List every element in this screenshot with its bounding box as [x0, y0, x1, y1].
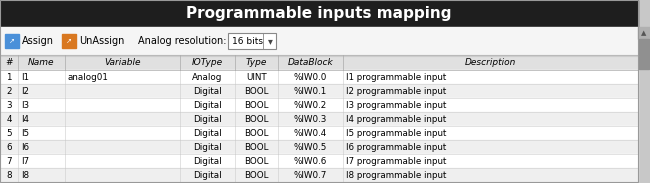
- Text: #: #: [5, 58, 13, 67]
- Text: Type: Type: [246, 58, 267, 67]
- Text: 4: 4: [6, 115, 12, 124]
- Text: I4 programmable input: I4 programmable input: [346, 115, 447, 124]
- Text: UnAssign: UnAssign: [79, 36, 124, 46]
- Text: Assign: Assign: [22, 36, 54, 46]
- Text: analog01: analog01: [68, 72, 109, 81]
- Bar: [0, 27, 638, 55]
- Bar: [0, 154, 638, 168]
- Text: 8: 8: [6, 171, 12, 180]
- Text: Description: Description: [465, 58, 516, 67]
- Text: I8 programmable input: I8 programmable input: [346, 171, 447, 180]
- Text: BOOL: BOOL: [244, 100, 268, 109]
- Bar: [0, 84, 638, 98]
- Text: I5: I5: [21, 128, 29, 137]
- Bar: [638, 0, 650, 183]
- Bar: [0, 112, 638, 126]
- Bar: [0, 168, 638, 182]
- Text: Digital: Digital: [193, 100, 222, 109]
- Text: ▲: ▲: [642, 30, 647, 36]
- Bar: [0, 98, 638, 112]
- Text: I4: I4: [21, 115, 29, 124]
- Text: BOOL: BOOL: [244, 115, 268, 124]
- Text: I5 programmable input: I5 programmable input: [346, 128, 447, 137]
- Text: ▾: ▾: [268, 36, 272, 46]
- Text: %IW0.4: %IW0.4: [294, 128, 327, 137]
- Text: %IW0.6: %IW0.6: [294, 156, 327, 165]
- Text: I7: I7: [21, 156, 29, 165]
- Text: I1 programmable input: I1 programmable input: [346, 72, 447, 81]
- Text: Digital: Digital: [193, 171, 222, 180]
- Text: Variable: Variable: [104, 58, 141, 67]
- Text: I8: I8: [21, 171, 29, 180]
- Text: I6: I6: [21, 143, 29, 152]
- Text: I2 programmable input: I2 programmable input: [346, 87, 447, 96]
- Text: I7 programmable input: I7 programmable input: [346, 156, 447, 165]
- Bar: [0, 0, 638, 27]
- Text: I6 programmable input: I6 programmable input: [346, 143, 447, 152]
- Text: Analog resolution:: Analog resolution:: [138, 36, 226, 46]
- Text: I3: I3: [21, 100, 29, 109]
- Text: 16 bits: 16 bits: [232, 36, 263, 46]
- Text: Digital: Digital: [193, 156, 222, 165]
- Text: Digital: Digital: [193, 87, 222, 96]
- Bar: [0, 55, 638, 70]
- Text: %IW0.7: %IW0.7: [294, 171, 327, 180]
- Bar: [62, 34, 76, 48]
- Text: Analog: Analog: [192, 72, 223, 81]
- Text: IOType: IOType: [192, 58, 223, 67]
- Bar: [639, 39, 649, 69]
- Text: I3 programmable input: I3 programmable input: [346, 100, 447, 109]
- Text: DataBlock: DataBlock: [287, 58, 333, 67]
- Bar: [0, 126, 638, 140]
- Text: %IW0.5: %IW0.5: [294, 143, 327, 152]
- Text: ↗: ↗: [66, 38, 72, 44]
- Text: I1: I1: [21, 72, 29, 81]
- Text: 3: 3: [6, 100, 12, 109]
- Text: BOOL: BOOL: [244, 143, 268, 152]
- Text: BOOL: BOOL: [244, 156, 268, 165]
- Text: 2: 2: [6, 87, 12, 96]
- Bar: [5, 34, 19, 48]
- Text: I2: I2: [21, 87, 29, 96]
- Text: 6: 6: [6, 143, 12, 152]
- Text: 5: 5: [6, 128, 12, 137]
- Text: ↗: ↗: [9, 38, 15, 44]
- Bar: [638, 27, 650, 39]
- Text: UINT: UINT: [246, 72, 267, 81]
- FancyBboxPatch shape: [228, 33, 276, 49]
- Text: BOOL: BOOL: [244, 171, 268, 180]
- Bar: [0, 70, 638, 84]
- Text: Programmable inputs mapping: Programmable inputs mapping: [187, 6, 452, 21]
- Text: %IW0.0: %IW0.0: [294, 72, 327, 81]
- Text: %IW0.3: %IW0.3: [294, 115, 327, 124]
- Text: BOOL: BOOL: [244, 128, 268, 137]
- Text: Digital: Digital: [193, 115, 222, 124]
- Text: 1: 1: [6, 72, 12, 81]
- Bar: [0, 140, 638, 154]
- Text: Digital: Digital: [193, 143, 222, 152]
- Text: BOOL: BOOL: [244, 87, 268, 96]
- Text: 7: 7: [6, 156, 12, 165]
- Text: %IW0.1: %IW0.1: [294, 87, 327, 96]
- Text: Name: Name: [28, 58, 55, 67]
- Text: Digital: Digital: [193, 128, 222, 137]
- Text: %IW0.2: %IW0.2: [294, 100, 327, 109]
